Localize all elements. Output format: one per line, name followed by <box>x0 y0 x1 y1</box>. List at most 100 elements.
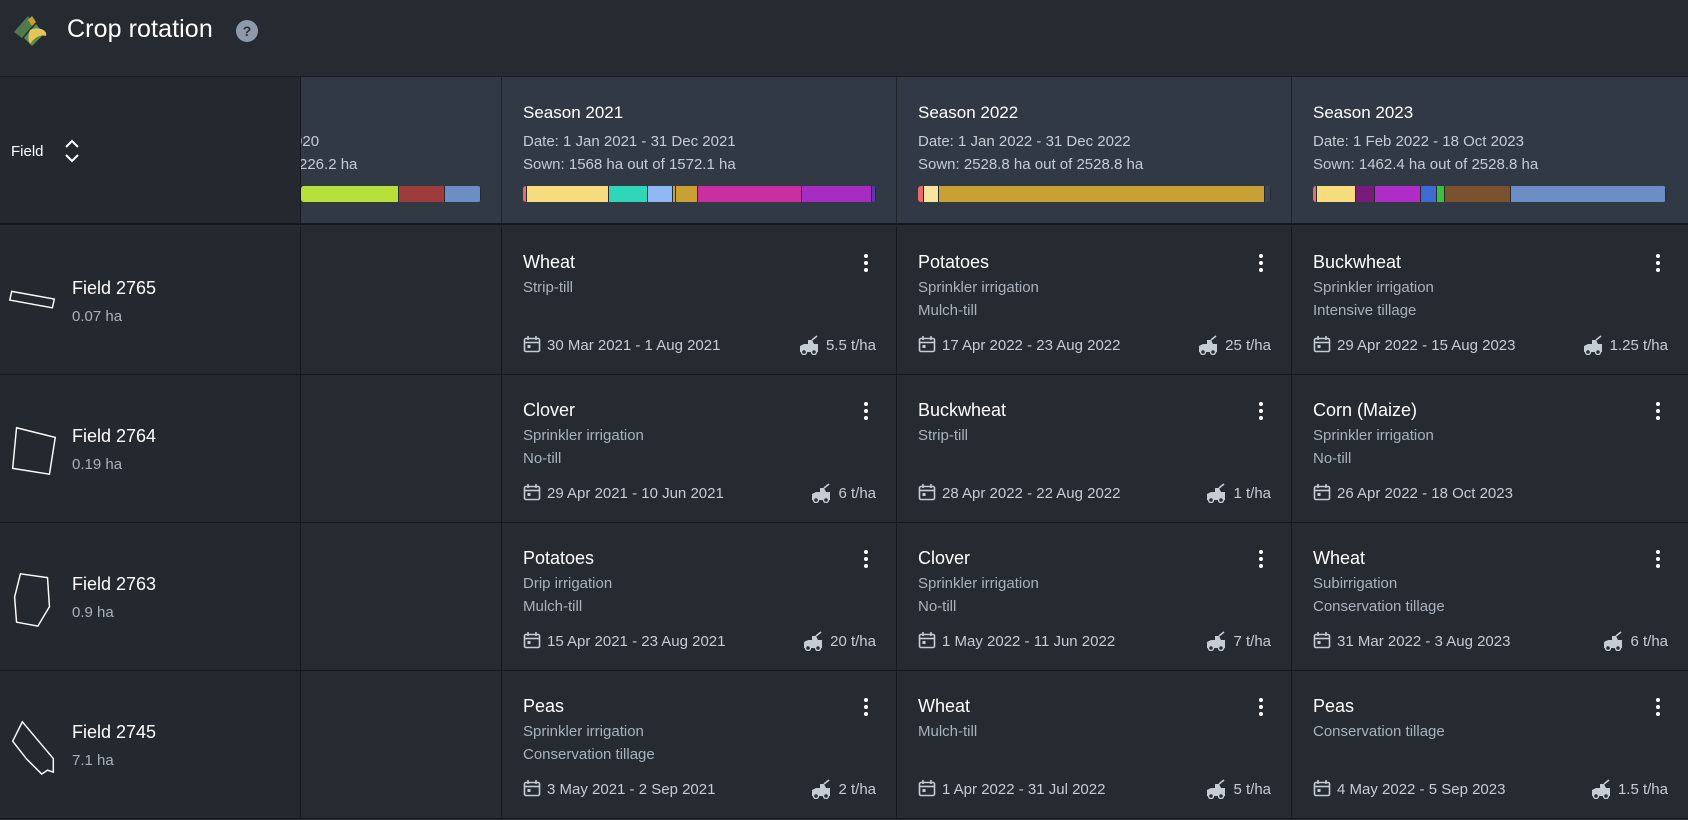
crop-cell[interactable]: Corn (Maize) Sprinkler irrigation No-till 2… <box>1292 375 1688 522</box>
harvester-icon <box>1591 779 1610 799</box>
more-options-icon[interactable] <box>862 549 870 569</box>
app-header: Crop rotation ? <box>0 0 1688 77</box>
field-cell[interactable]: Field 2745 7.1 ha <box>0 671 301 818</box>
field-row: Field 2765 0.07 ha Wheat Strip-till 30 Mar 2… <box>0 227 1688 375</box>
calendar-icon <box>523 632 541 649</box>
crop-bar-segment[interactable] <box>1317 186 1357 202</box>
sort-icon[interactable] <box>64 137 80 165</box>
crop-name: Buckwheat <box>918 400 1007 420</box>
crop-bar-segment[interactable] <box>1374 186 1421 202</box>
more-options-icon[interactable] <box>862 253 870 273</box>
season-sown-area: Sown: 1568 ha out of 1572.1 ha <box>523 156 736 173</box>
crop-bar-segment[interactable] <box>1437 186 1445 202</box>
crop-bar-segment[interactable] <box>1264 186 1271 202</box>
crop-practice: Strip-till <box>918 427 969 444</box>
more-options-icon[interactable] <box>1654 697 1662 717</box>
crop-tillage: Conservation tillage <box>523 746 655 763</box>
crop-bar-segment[interactable] <box>673 186 676 202</box>
crop-date-range: 1 May 2022 - 11 Jun 2022 <box>942 633 1116 650</box>
crop-name: Potatoes <box>918 252 990 272</box>
crop-cell[interactable]: Clover Sprinkler irrigation No-till 29 Apr … <box>502 375 897 522</box>
crop-name: Clover <box>523 400 576 420</box>
crop-tillage: Conservation tillage <box>1313 598 1445 615</box>
field-column-label: Field <box>11 143 44 160</box>
crop-name: Buckwheat <box>1313 252 1402 272</box>
yield-info: 5 t/ha <box>1205 779 1271 799</box>
more-options-icon[interactable] <box>1257 549 1265 569</box>
crop-cell[interactable]: Potatoes Sprinkler irrigation Mulch-till 17… <box>897 227 1292 374</box>
crop-bar-segment[interactable] <box>871 186 876 202</box>
crop-name: Potatoes <box>523 548 595 568</box>
crop-practice: Subirrigation <box>1313 575 1398 592</box>
crop-practice: Conservation tillage <box>1313 723 1445 740</box>
season-header-2020: c 2020 226.2 ha <box>301 77 502 223</box>
crop-bar-segment[interactable] <box>523 186 528 202</box>
crop-name: Wheat <box>523 252 576 272</box>
crop-bar-segment[interactable] <box>697 186 802 202</box>
crop-bar-segment[interactable] <box>1313 186 1318 202</box>
more-options-icon[interactable] <box>1654 253 1662 273</box>
crop-practice: Sprinkler irrigation <box>1313 279 1434 296</box>
season-crop-bar <box>301 186 481 202</box>
crop-practice: Sprinkler irrigation <box>523 427 644 444</box>
crop-yield: 6 t/ha <box>838 484 876 502</box>
help-icon[interactable]: ? <box>236 20 258 42</box>
crop-bar-segment[interactable] <box>648 186 674 202</box>
more-options-icon[interactable] <box>1257 697 1265 717</box>
more-options-icon[interactable] <box>1654 549 1662 569</box>
field-cell[interactable]: Field 2765 0.07 ha <box>0 227 301 374</box>
season-title: Season 2021 <box>523 103 624 122</box>
crop-bar-segment[interactable] <box>939 186 1265 202</box>
season-date-range: Date: 1 Jan 2022 - 31 Dec 2022 <box>918 133 1131 150</box>
crop-cell[interactable]: Wheat Strip-till 30 Mar 2021 - 1 Aug 2021 5… <box>502 227 897 374</box>
crop-cell[interactable]: Wheat Subirrigation Conservation tillage 31… <box>1292 523 1688 670</box>
crop-cell[interactable]: Buckwheat Strip-till 28 Apr 2022 - 22 Aug … <box>897 375 1292 522</box>
crop-date-range: 30 Mar 2021 - 1 Aug 2021 <box>547 337 721 354</box>
crop-cell[interactable]: Potatoes Drip irrigation Mulch-till 15 Apr … <box>502 523 897 670</box>
crop-bar-segment[interactable] <box>1444 186 1512 202</box>
crop-date-range: 15 Apr 2021 - 23 Aug 2021 <box>547 633 726 650</box>
calendar-icon <box>1313 336 1331 353</box>
crop-bar-segment[interactable] <box>444 186 481 202</box>
empty-season-cell <box>301 523 502 670</box>
crop-bar-segment[interactable] <box>801 186 872 202</box>
field-area: 0.07 ha <box>72 308 123 325</box>
crop-cell[interactable]: Peas Sprinkler irrigation Conservation til… <box>502 671 897 818</box>
crop-bar-segment[interactable] <box>1511 186 1666 202</box>
crop-cell[interactable]: Clover Sprinkler irrigation No-till 1 May 2… <box>897 523 1292 670</box>
field-row: Field 2745 7.1 ha Peas Sprinkler irrigation… <box>0 671 1688 819</box>
crop-cell[interactable]: Wheat Mulch-till 1 Apr 2022 - 31 Jul 2022 5… <box>897 671 1292 818</box>
harvester-icon <box>812 779 831 799</box>
crop-cell[interactable]: Peas Conservation tillage 4 May 2022 - 5 S… <box>1292 671 1688 818</box>
season-crop-bar <box>523 186 876 202</box>
more-options-icon[interactable] <box>1257 401 1265 421</box>
crop-yield: 1.5 t/ha <box>1617 780 1668 798</box>
page-title: Crop rotation <box>67 15 213 43</box>
crop-bar-segment[interactable] <box>609 186 649 202</box>
crop-bar-segment[interactable] <box>301 186 400 202</box>
crop-bar-segment[interactable] <box>924 186 940 202</box>
field-row: Field 2763 0.9 ha Potatoes Drip irrigation M… <box>0 523 1688 671</box>
more-options-icon[interactable] <box>862 401 870 421</box>
field-cell[interactable]: Field 2763 0.9 ha <box>0 523 301 670</box>
yield-info: 7 t/ha <box>1205 631 1271 651</box>
crop-cell[interactable]: Buckwheat Sprinkler irrigation Intensive t… <box>1292 227 1688 374</box>
more-options-icon[interactable] <box>1654 401 1662 421</box>
more-options-icon[interactable] <box>862 697 870 717</box>
calendar-icon <box>523 780 541 797</box>
harvester-icon <box>1207 631 1226 651</box>
field-cell[interactable]: Field 2764 0.19 ha <box>0 375 301 522</box>
more-options-icon[interactable] <box>1257 253 1265 273</box>
crop-bar-segment[interactable] <box>675 186 698 202</box>
field-name: Field 2765 <box>72 278 157 298</box>
calendar-icon <box>523 484 541 501</box>
crop-bar-segment[interactable] <box>918 186 925 202</box>
crop-bar-segment[interactable] <box>399 186 445 202</box>
crop-bar-segment[interactable] <box>527 186 610 202</box>
crop-bar-segment[interactable] <box>1356 186 1375 202</box>
field-row: Field 2764 0.19 ha Clover Sprinkler irrigat… <box>0 375 1688 523</box>
harvester-icon <box>1207 779 1226 799</box>
calendar-icon <box>1313 632 1331 649</box>
crop-bar-segment[interactable] <box>1420 186 1438 202</box>
harvester-icon <box>804 631 823 651</box>
